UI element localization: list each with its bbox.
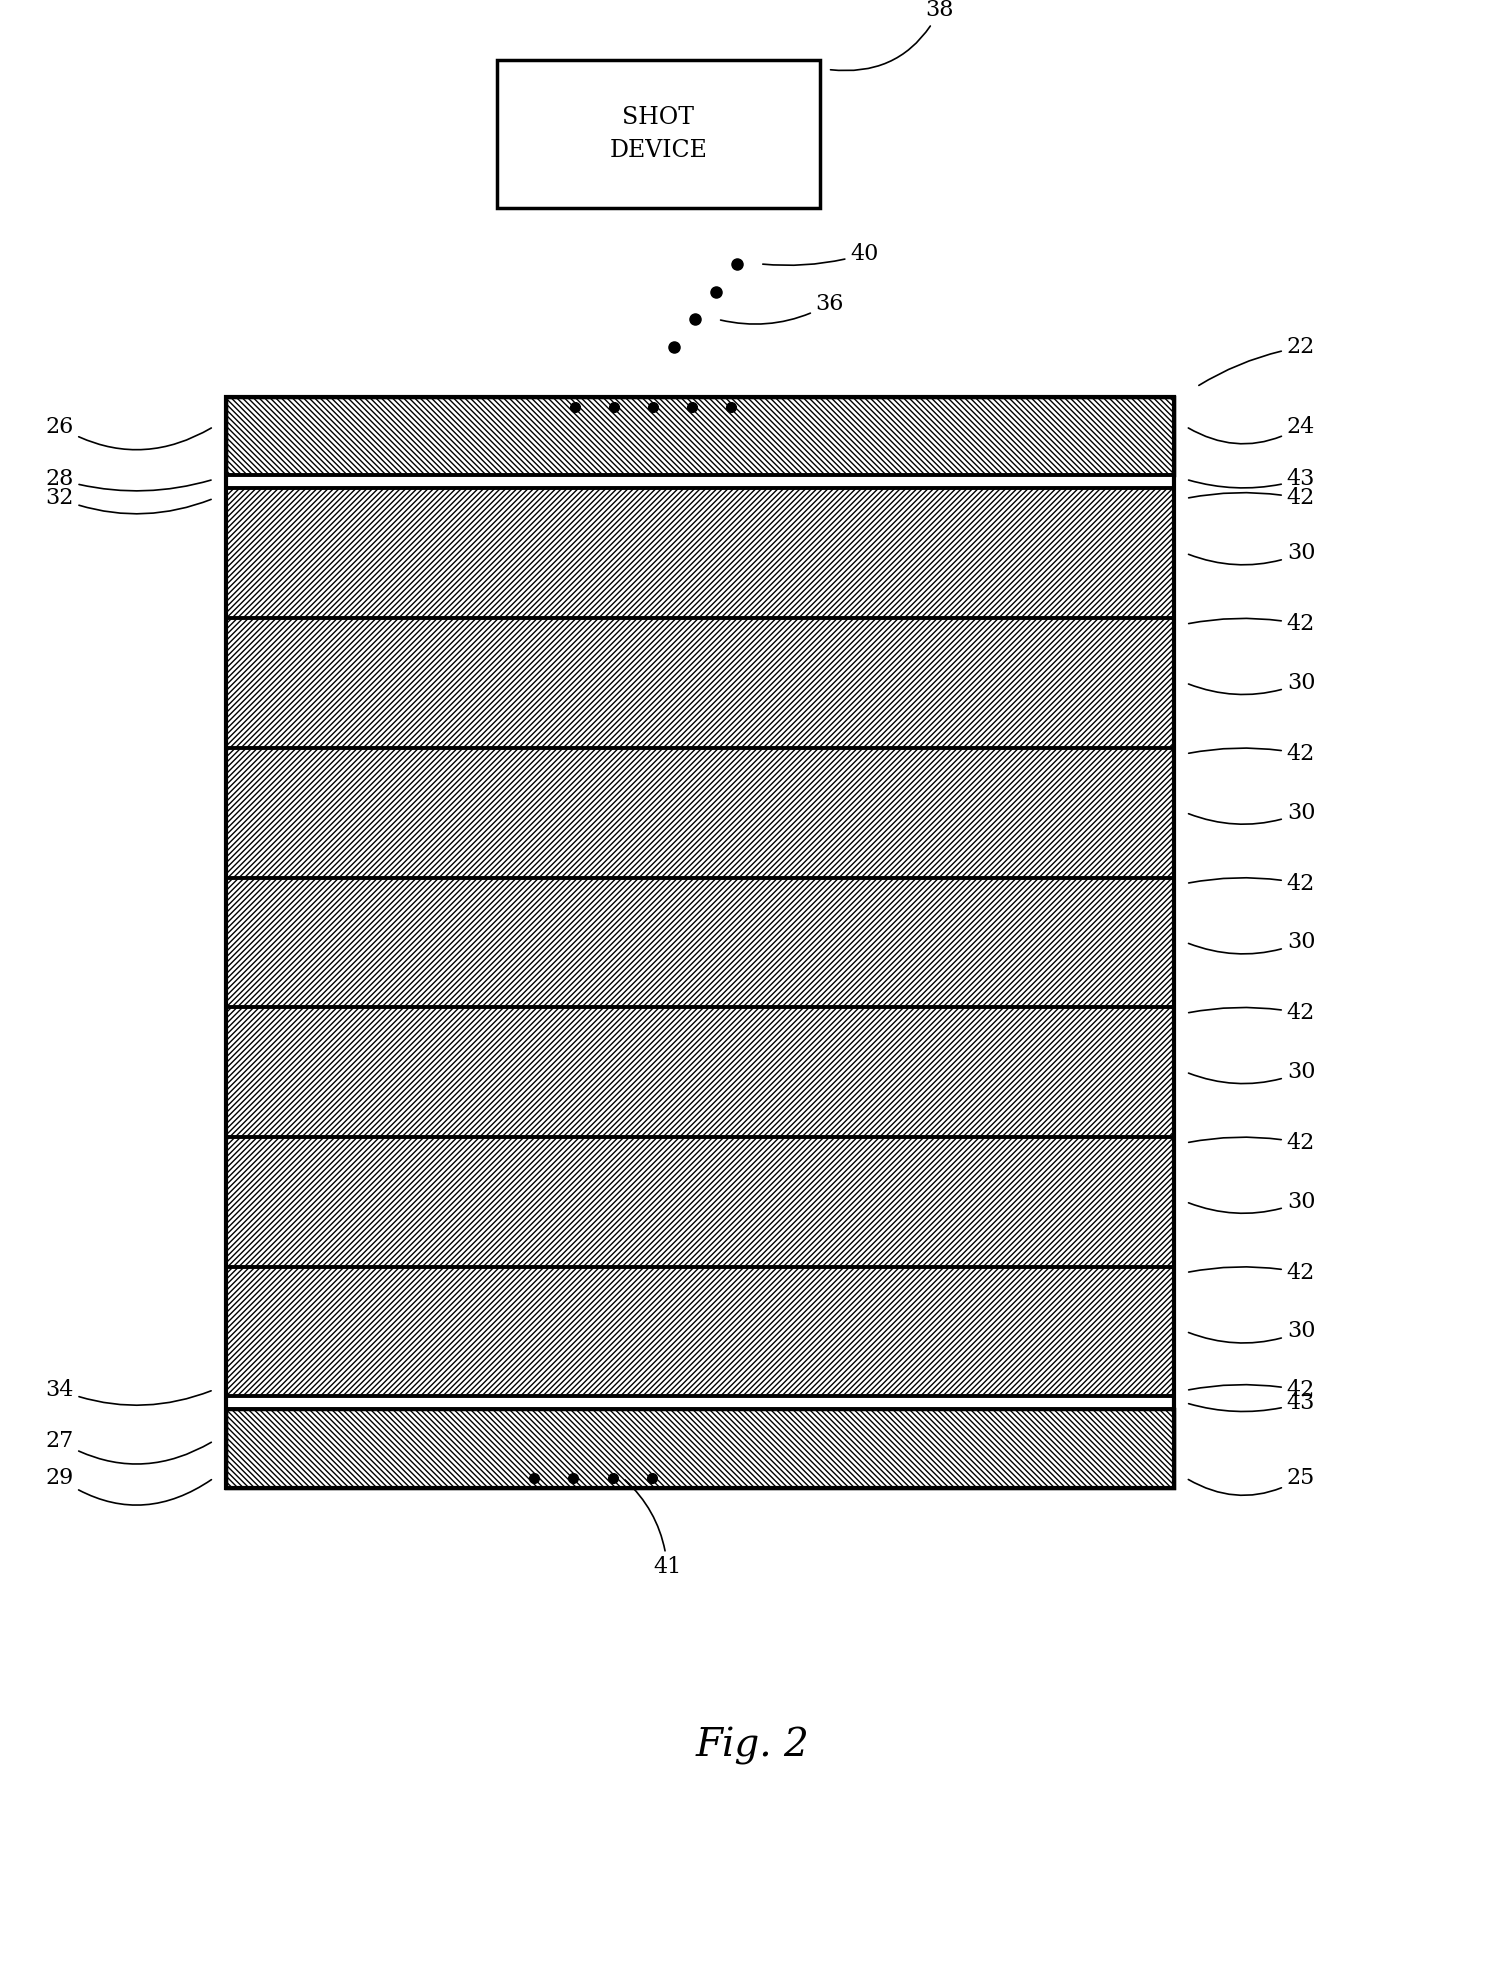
- Text: 32: 32: [45, 488, 211, 514]
- Bar: [226, 619, 1174, 748]
- Bar: [226, 488, 1174, 619]
- Text: 24: 24: [1189, 415, 1315, 444]
- Text: 42: 42: [1189, 1002, 1315, 1024]
- Bar: [226, 748, 1174, 877]
- Bar: [226, 877, 1174, 1008]
- Text: 38: 38: [831, 0, 954, 71]
- Text: 30: 30: [1189, 542, 1315, 565]
- Text: 40: 40: [763, 242, 879, 266]
- Bar: [226, 1137, 1174, 1266]
- Bar: [226, 1409, 1174, 1488]
- Text: SHOT
DEVICE: SHOT DEVICE: [610, 105, 707, 163]
- Bar: [497, 60, 820, 208]
- Text: 30: 30: [1189, 1061, 1315, 1083]
- Text: 27: 27: [45, 1430, 211, 1464]
- Text: 30: 30: [1189, 802, 1315, 823]
- Text: Fig. 2: Fig. 2: [695, 1726, 810, 1766]
- Text: 36: 36: [721, 292, 844, 323]
- Text: 42: 42: [1189, 488, 1315, 510]
- Text: 42: 42: [1189, 1262, 1315, 1284]
- Text: 41: 41: [625, 1480, 682, 1579]
- Text: 30: 30: [1189, 930, 1315, 954]
- Text: 30: 30: [1189, 1321, 1315, 1343]
- Bar: [226, 1266, 1174, 1397]
- Text: 43: 43: [1189, 468, 1315, 490]
- Text: 43: 43: [1189, 1393, 1315, 1415]
- Bar: [226, 397, 1174, 476]
- Text: 42: 42: [1189, 1133, 1315, 1155]
- Text: 42: 42: [1189, 742, 1315, 764]
- Text: 26: 26: [45, 415, 211, 450]
- Text: 34: 34: [45, 1379, 211, 1405]
- Text: 42: 42: [1189, 873, 1315, 895]
- Bar: [226, 1008, 1174, 1137]
- Text: 42: 42: [1189, 613, 1315, 635]
- Text: 25: 25: [1189, 1466, 1315, 1496]
- Text: 30: 30: [1189, 1190, 1315, 1214]
- Text: 30: 30: [1189, 673, 1315, 694]
- Bar: [226, 1397, 1174, 1409]
- Bar: [226, 476, 1174, 488]
- Text: 22: 22: [1199, 335, 1315, 385]
- Text: 28: 28: [45, 468, 211, 490]
- Text: 42: 42: [1189, 1379, 1315, 1401]
- Bar: [226, 397, 1174, 1488]
- Text: 29: 29: [45, 1466, 211, 1506]
